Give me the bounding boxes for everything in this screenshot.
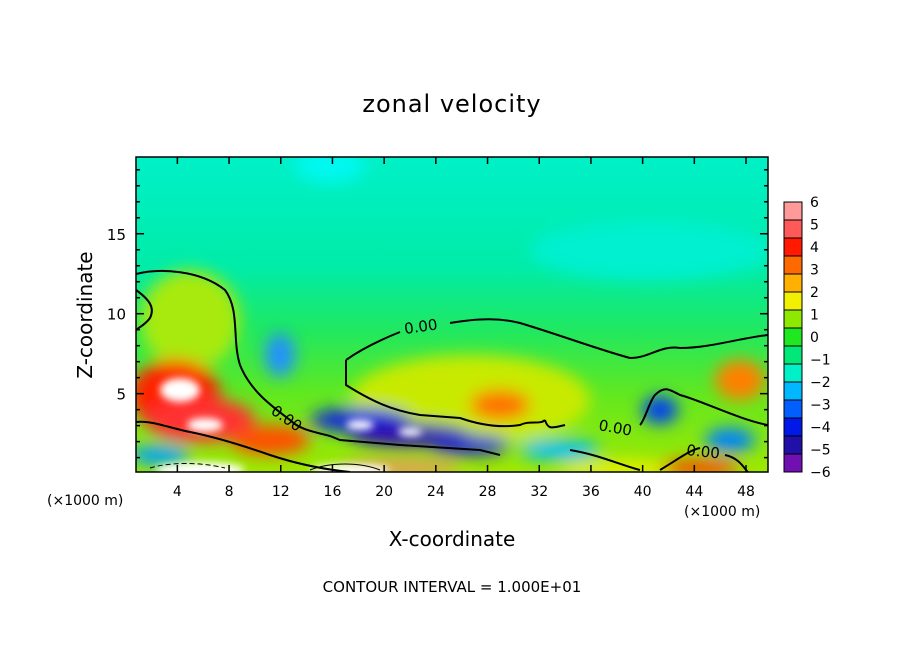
colorbar-label: −6 (810, 465, 831, 481)
x-tick-label: 32 (530, 484, 548, 500)
colorbar-swatch (783, 417, 803, 437)
colorbar-swatch (783, 327, 803, 347)
colorbar-label: 4 (810, 240, 819, 256)
colorbar-swatch (783, 381, 803, 401)
y-tick-label: 10 (107, 306, 126, 324)
colorbar-label: 0 (810, 330, 819, 346)
velocity-field (136, 157, 768, 472)
x-tick-label: 4 (173, 484, 182, 500)
x-axis: 4 8 12 16 20 24 28 32 36 40 44 48 (173, 157, 755, 500)
colorbar-swatch (783, 291, 803, 311)
colorbar-swatch (783, 255, 803, 275)
x-tick-label: 48 (737, 484, 755, 500)
y-tick-label: 15 (107, 226, 126, 244)
chart-title: zonal velocity (362, 90, 541, 118)
colorbar-label: −3 (810, 398, 831, 414)
colorbar-swatch (783, 345, 803, 365)
x-tick-label: 8 (225, 484, 234, 500)
colorbar-swatch (783, 273, 803, 293)
x-tick-label: 44 (685, 484, 703, 500)
colorbar-label: −5 (810, 443, 831, 459)
x-tick-label: 20 (375, 484, 393, 500)
x-axis-label: X-coordinate (389, 527, 516, 551)
colorbar-label: 1 (810, 308, 819, 324)
y-tick-label: 5 (116, 386, 126, 404)
colorbar-swatch (783, 201, 803, 221)
colorbar-label: −1 (810, 353, 831, 369)
x-tick-label: 28 (479, 484, 497, 500)
contour-label: 0.00 (403, 315, 439, 337)
colorbar-swatch (783, 363, 803, 383)
x-unit-label-right: (×1000 m) (684, 504, 760, 520)
y-axis-label: Z-coordinate (73, 251, 97, 378)
x-tick-label: 36 (582, 484, 600, 500)
contour-label: 0.00 (597, 416, 633, 440)
plot-frame (135, 156, 769, 473)
colorbar-swatch (783, 399, 803, 419)
y-axis: 5 10 15 (107, 169, 768, 459)
colorbar-swatch (783, 219, 803, 239)
colorbar-label: −2 (810, 375, 831, 391)
x-tick-label: 16 (324, 484, 342, 500)
colorbar: 6 5 4 3 2 1 0 −1 −2 −3 −4 −5 −6 (783, 195, 831, 481)
colorbar-label: 3 (810, 263, 819, 279)
colorbar-label: 2 (810, 285, 819, 301)
colorbar-label: 6 (810, 195, 819, 211)
contour-label: 0.00 (686, 441, 721, 462)
x-unit-label-left: (×1000 m) (47, 493, 123, 509)
x-tick-label: 24 (427, 484, 445, 500)
colorbar-swatch (783, 237, 803, 257)
x-tick-label: 40 (634, 484, 652, 500)
contour-interval-footer: CONTOUR INTERVAL = 1.000E+01 (323, 578, 582, 596)
x-tick-label: 12 (272, 484, 290, 500)
colorbar-swatch (783, 435, 803, 455)
colorbar-swatch (783, 309, 803, 329)
colorbar-label: 5 (810, 218, 819, 234)
colorbar-swatch (783, 453, 803, 473)
colorbar-label: −4 (810, 420, 831, 436)
